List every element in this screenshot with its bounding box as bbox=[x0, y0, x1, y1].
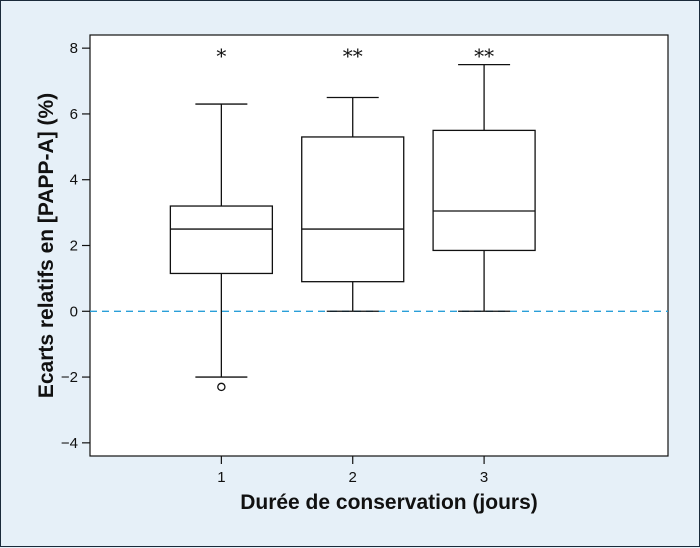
y-axis-title: Ecarts relatifs en [PAPP-A] (%) bbox=[35, 93, 58, 398]
box-2: ** bbox=[301, 44, 405, 312]
x-axis: 1 2 3 bbox=[217, 456, 488, 486]
significance-1: * bbox=[216, 44, 226, 68]
iqr-box-3 bbox=[432, 129, 536, 252]
box-1: * bbox=[169, 44, 274, 392]
boxes-group: * ** ** bbox=[169, 44, 536, 392]
y-axis: −4 −2 0 2 4 6 8 bbox=[61, 40, 90, 452]
y-tick-label--2: −2 bbox=[61, 369, 78, 386]
box-3: ** bbox=[432, 44, 536, 312]
x-tick-label-2: 2 bbox=[349, 469, 357, 486]
iqr-box-1 bbox=[169, 205, 274, 275]
outlier-1-0 bbox=[217, 382, 226, 392]
iqr-box-2 bbox=[301, 136, 405, 283]
y-tick-label--4: −4 bbox=[61, 435, 78, 452]
x-tick-label-3: 3 bbox=[480, 469, 488, 486]
x-axis-title: Durée de conservation (jours) bbox=[240, 491, 538, 514]
significance-3: ** bbox=[474, 44, 494, 68]
y-tick-label-0: 0 bbox=[70, 303, 78, 320]
y-tick-label-6: 6 bbox=[70, 106, 78, 123]
y-tick-label-8: 8 bbox=[70, 40, 78, 57]
x-tick-label-1: 1 bbox=[217, 469, 225, 486]
y-tick-label-2: 2 bbox=[70, 238, 78, 255]
y-tick-label-4: 4 bbox=[70, 172, 78, 189]
significance-2: ** bbox=[343, 44, 363, 68]
